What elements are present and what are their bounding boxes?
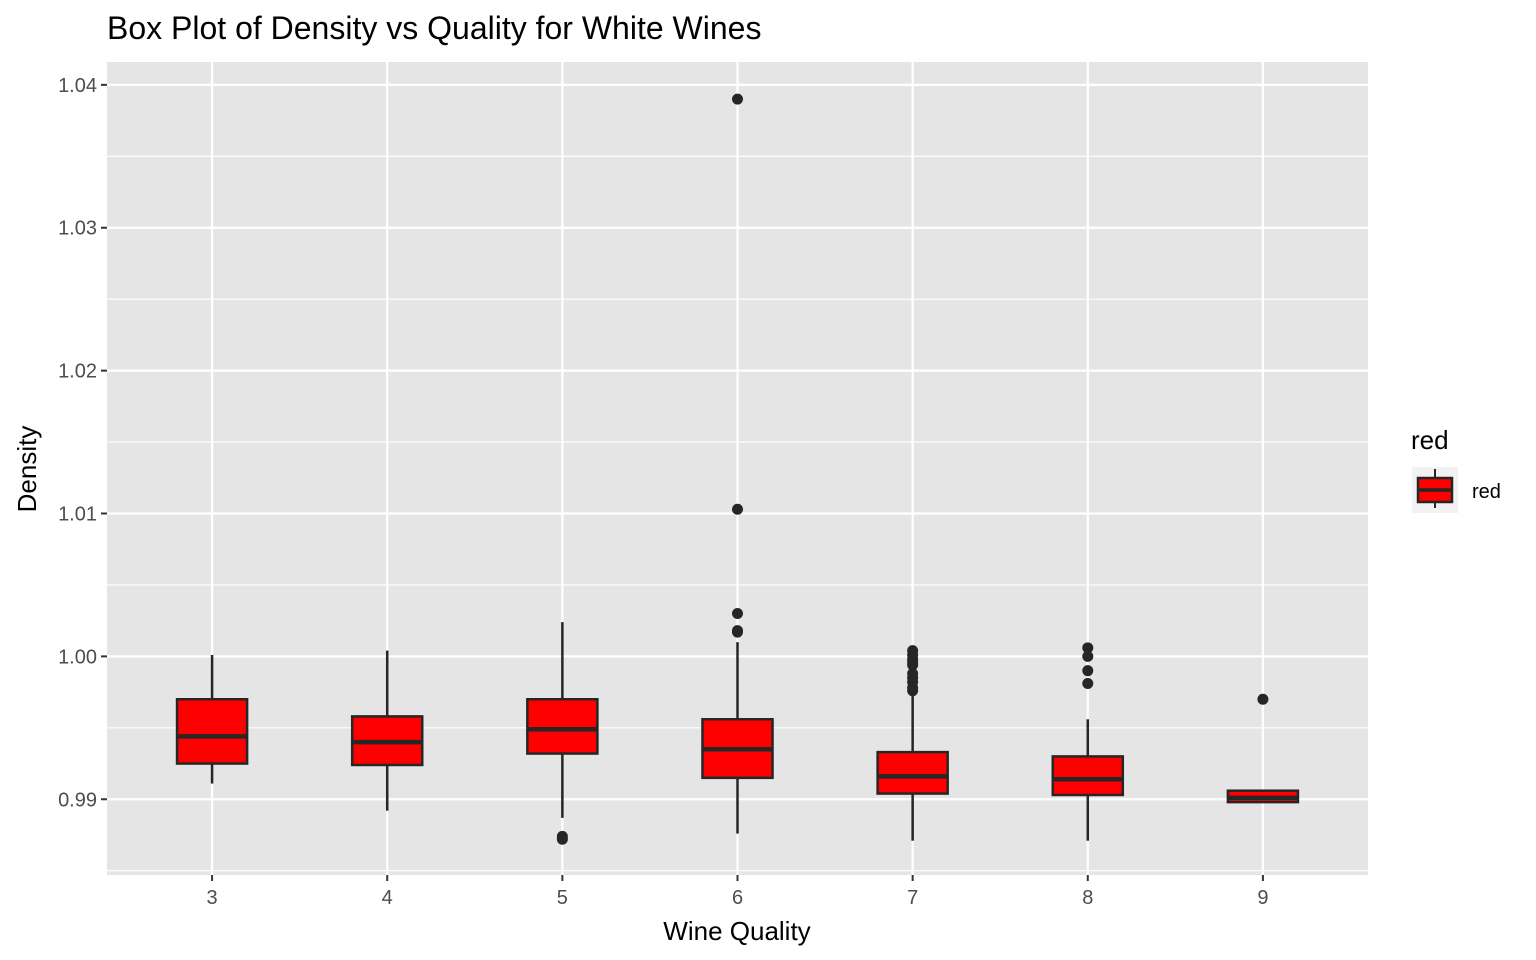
legend-label: red (1472, 481, 1501, 503)
x-tick-label: 8 (1082, 887, 1093, 909)
gridlines (107, 62, 1368, 875)
x-tick-label: 5 (557, 887, 568, 909)
box-quality-9 (1226, 693, 1300, 804)
box-quality-8 (1051, 642, 1125, 841)
legend-title: red (1411, 425, 1449, 455)
outlier-point (732, 625, 743, 637)
outlier-point (907, 645, 919, 657)
outlier-point (732, 608, 743, 620)
box-quality-5 (526, 622, 599, 845)
box-quality-7 (876, 645, 949, 841)
outlier-point (1082, 642, 1094, 654)
box-quality-3 (175, 654, 249, 784)
y-tick-label: 1.04 (58, 75, 97, 97)
y-tick-label: 0.99 (58, 789, 97, 811)
x-tick-label: 6 (732, 887, 743, 909)
box-quality-4 (350, 650, 424, 811)
outlier-point (732, 93, 743, 105)
box-iqr (1051, 755, 1125, 797)
y-axis-title: Density (12, 426, 42, 513)
chart-title: Box Plot of Density vs Quality for White… (107, 10, 761, 46)
box-iqr (526, 698, 599, 755)
outlier-point (1082, 678, 1094, 690)
outlier-point (907, 668, 919, 680)
y-tick-label: 1.02 (58, 361, 97, 383)
x-axis: 3 4 5 6 7 8 9 (207, 875, 1268, 909)
box-quality-6 (701, 93, 774, 834)
box-iqr (175, 698, 249, 765)
y-tick-label: 1.01 (58, 504, 97, 526)
y-tick-label: 1.00 (58, 646, 97, 668)
x-tick-label: 9 (1257, 887, 1268, 909)
outlier-point (1257, 693, 1269, 705)
y-tick-label: 1.03 (58, 218, 97, 240)
outlier-point (732, 503, 743, 515)
x-tick-label: 4 (382, 887, 393, 909)
outlier-point (1082, 650, 1094, 662)
legend: red red (1411, 425, 1501, 513)
x-tick-label: 7 (907, 887, 918, 909)
box-series (175, 93, 1300, 845)
box-iqr (876, 750, 949, 795)
y-axis: 0.99 1.00 1.01 1.02 1.03 1.04 (58, 75, 107, 811)
x-axis-title: Wine Quality (663, 916, 810, 946)
outlier-point (1082, 665, 1094, 677)
outlier-point (556, 830, 568, 842)
x-tick-label: 3 (207, 887, 218, 909)
